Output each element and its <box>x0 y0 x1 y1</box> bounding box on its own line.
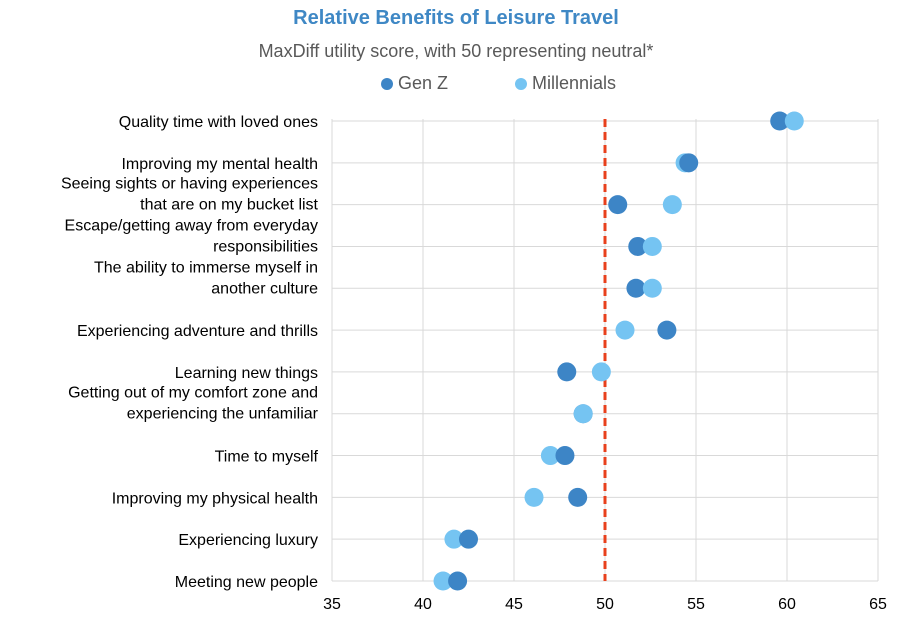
category-label-7-line-0: Getting out of my comfort zone and <box>68 385 318 402</box>
category-label-4-line-0: The ability to immerse myself in <box>94 259 318 276</box>
point-genz-10 <box>459 529 478 549</box>
point-millennials-7 <box>573 404 593 424</box>
point-genz-11 <box>448 571 468 591</box>
point-genz-9 <box>568 487 588 507</box>
category-label-6: Learning new things <box>175 365 318 382</box>
legend-label-millennials: Millennials <box>532 73 617 93</box>
legend: Gen Z Millennials <box>0 73 912 97</box>
point-millennials-10 <box>444 529 464 549</box>
point-millennials-2 <box>662 195 682 215</box>
x-tick-label-0: 35 <box>323 596 341 613</box>
legend-marker-genz <box>381 77 393 90</box>
x-tick-label-5: 60 <box>778 596 796 613</box>
legend-item-millennials: Millennials <box>515 73 616 94</box>
x-tick-label-4: 55 <box>687 596 705 613</box>
category-label-8: Time to myself <box>215 449 319 466</box>
category-label-0: Quality time with loved ones <box>119 114 318 131</box>
x-tick-label-2: 45 <box>505 596 523 613</box>
category-label-9: Improving my physical health <box>112 490 318 507</box>
point-millennials-0 <box>784 111 804 131</box>
x-tick-label-6: 65 <box>869 596 887 613</box>
category-label-4-line-1: another culture <box>211 280 318 297</box>
point-genz-8 <box>555 446 575 466</box>
category-label-3-line-1: responsibilities <box>213 238 318 255</box>
point-genz-6 <box>557 362 577 382</box>
point-millennials-9 <box>524 487 544 507</box>
category-label-7-line-1: experiencing the unfamiliar <box>127 406 319 423</box>
point-genz-3 <box>628 236 648 256</box>
category-label-2-line-1: that are on my bucket list <box>140 197 318 214</box>
category-label-10: Experiencing luxury <box>178 532 318 549</box>
point-millennials-11 <box>433 571 453 591</box>
category-label-3-line-0: Escape/getting away from everyday <box>65 217 318 234</box>
point-millennials-8 <box>540 446 560 466</box>
point-genz-5 <box>657 320 677 340</box>
chart-subtitle: MaxDiff utility score, with 50 represent… <box>258 41 654 61</box>
chart-title: Relative Benefits of Leisure Travel <box>293 7 619 29</box>
point-genz-0 <box>770 111 790 131</box>
point-genz-1 <box>679 153 699 173</box>
legend-item-genz: Gen Z <box>381 73 448 94</box>
category-label-2-line-0: Seeing sights or having experiences <box>61 176 318 193</box>
x-tick-label-3: 50 <box>596 596 614 613</box>
category-label-11: Meeting new people <box>175 574 318 591</box>
x-tick-label-1: 40 <box>414 596 432 613</box>
legend-marker-millennials <box>515 77 527 90</box>
legend-label-genz: Gen Z <box>398 73 449 93</box>
point-genz-4 <box>626 278 646 298</box>
point-genz-2 <box>608 195 628 215</box>
point-millennials-3 <box>642 236 662 256</box>
point-millennials-6 <box>591 362 611 382</box>
point-millennials-4 <box>642 278 662 298</box>
category-label-5: Experiencing adventure and thrills <box>77 323 318 340</box>
category-label-1: Improving my mental health <box>121 156 318 173</box>
point-millennials-5 <box>615 320 635 340</box>
